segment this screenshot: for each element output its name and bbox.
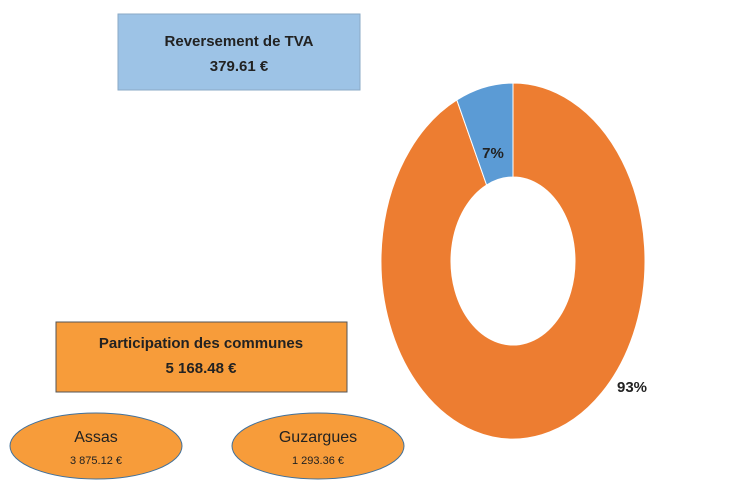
commune-name: Guzargues [279, 429, 357, 446]
tva-title: Reversement de TVA [165, 33, 314, 50]
tva-box [117, 13, 361, 91]
communes-box [55, 321, 348, 393]
communes-amount: 5 168.48 € [166, 360, 238, 377]
commune-amount: 3 875.12 € [70, 455, 122, 467]
commune-name: Assas [74, 429, 118, 446]
donut-slice [380, 82, 646, 440]
data-label: 7% [482, 145, 504, 162]
tva-amount: 379.61 € [210, 58, 269, 75]
communes-title: Participation des communes [99, 335, 303, 352]
commune-ellipse [9, 412, 183, 480]
data-label: 93% [617, 379, 647, 396]
commune-ellipse [231, 412, 405, 480]
donut-slice [456, 82, 514, 186]
commune-amount: 1 293.36 € [292, 455, 344, 467]
